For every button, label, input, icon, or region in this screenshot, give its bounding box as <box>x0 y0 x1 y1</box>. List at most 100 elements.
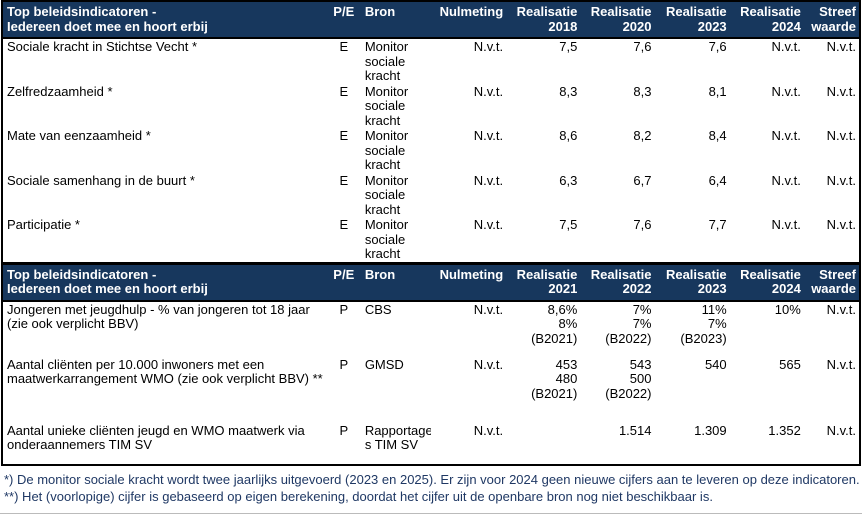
value-cell: 11% 7% (B2023) <box>680 301 727 346</box>
bron-cell: Monitor sociale kracht <box>364 39 409 83</box>
value-cell: 7,5 <box>559 39 578 54</box>
value-cell: 7,6 <box>708 39 727 54</box>
section-title: Top beleidsindicatoren - Iedereen doet m… <box>2 263 329 302</box>
value-cell: 8,3 <box>559 83 578 99</box>
column-header: Streef waarde <box>803 263 860 302</box>
value-cell: N.v.t. <box>473 301 504 317</box>
bron-cell: Monitor sociale kracht <box>364 217 409 261</box>
table-row: Participatie * E Monitor sociale kracht N.v… <box>2 217 860 263</box>
value-cell: N.v.t. <box>826 128 856 143</box>
pe-cell: E <box>339 217 349 232</box>
table-row: Mate van eenzaamheid * E Monitor sociale k… <box>2 128 860 173</box>
value-cell: 1.309 <box>694 422 727 438</box>
value-cell: N.v.t. <box>771 217 801 232</box>
value-cell: 8,2 <box>633 128 652 143</box>
value-cell: 7,6 <box>633 39 652 54</box>
footnote-2: **) Het (voorlopige) cijfer is gebaseerd… <box>4 489 713 504</box>
footnote-1: *) De monitor sociale kracht wordt twee … <box>4 471 860 487</box>
pe-cell: E <box>339 83 349 99</box>
footnotes: *) De monitor sociale kracht wordt twee … <box>4 471 862 506</box>
value-cell: N.v.t. <box>473 356 504 372</box>
value-cell: 565 <box>779 356 801 372</box>
value-cell: 6,4 <box>708 172 727 188</box>
pe-cell: P <box>339 356 349 372</box>
bron-cell: GMSD <box>364 356 404 372</box>
bron-cell: Monitor sociale kracht <box>364 128 409 172</box>
pe-cell: P <box>339 422 349 438</box>
pe-cell: P <box>339 301 349 317</box>
value-cell: N.v.t. <box>473 128 504 143</box>
pe-cell: E <box>339 172 349 188</box>
value-cell: 8,4 <box>708 128 727 143</box>
value-cell: N.v.t. <box>826 172 856 188</box>
value-cell: N.v.t. <box>826 301 856 317</box>
indicator-cell: Sociale samenhang in de buurt * <box>7 172 195 188</box>
value-cell: N.v.t. <box>771 172 801 188</box>
column-header: Bron <box>358 1 431 39</box>
indicator-cell: Jongeren met jeugdhulp - % van jongeren … <box>7 301 310 331</box>
value-cell: N.v.t. <box>473 217 504 232</box>
value-cell: N.v.t. <box>826 83 856 99</box>
value-cell: 6,3 <box>559 172 578 188</box>
column-header: Realisatie 2020 <box>580 1 655 39</box>
value-cell: N.v.t. <box>826 39 856 54</box>
column-header: Nulmeting <box>430 1 507 39</box>
value-cell: 1.352 <box>768 422 801 438</box>
value-cell: N.v.t. <box>473 83 504 99</box>
column-header: Realisatie 2018 <box>506 1 581 39</box>
value-cell: 453 480 (B2021) <box>531 356 578 401</box>
value-cell: N.v.t. <box>473 422 504 438</box>
value-cell: 8,1 <box>708 83 727 99</box>
value-cell: 1.514 <box>618 422 652 438</box>
value-cell: 7,6 <box>633 217 652 232</box>
value-cell: 7,7 <box>708 217 727 232</box>
value-cell: N.v.t. <box>771 128 801 143</box>
column-header: P/E <box>328 263 359 302</box>
table-row: Zelfredzaamheid * E Monitor sociale kracht… <box>2 84 860 129</box>
table-row: Sociale kracht in Stichtse Vecht * E Monit… <box>2 38 860 84</box>
table-row: Aantal unieke cliënten jeugd en WMO maat… <box>2 423 860 465</box>
header-row: Top beleidsindicatoren - Iedereen doet m… <box>2 1 860 39</box>
table-row: Sociale samenhang in de buurt * E Monitor … <box>2 173 860 218</box>
value-cell: N.v.t. <box>826 356 856 372</box>
column-header: P/E <box>328 1 359 39</box>
value-cell: 6,7 <box>633 172 652 188</box>
value-cell: N.v.t. <box>771 83 801 99</box>
table-row: Aantal cliënten per 10.000 inwoners met … <box>2 357 860 423</box>
indicator-table-section-1: Top beleidsindicatoren - Iedereen doet m… <box>1 0 861 264</box>
header-row: Top beleidsindicatoren - Iedereen doet m… <box>2 263 860 302</box>
value-cell: N.v.t. <box>826 422 856 438</box>
indicator-cell: Sociale kracht in Stichtse Vecht * <box>7 39 198 54</box>
column-header: Nulmeting <box>430 263 507 302</box>
value-cell: N.v.t. <box>473 172 504 188</box>
indicator-cell: Aantal unieke cliënten jeugd en WMO maat… <box>7 422 305 452</box>
value-cell: 8,6% 8% (B2021) <box>531 301 578 346</box>
indicator-cell: Participatie * <box>7 217 80 232</box>
value-cell: 543 500 (B2022) <box>605 356 652 401</box>
bron-cell: CBS <box>364 301 392 317</box>
value-cell: N.v.t. <box>473 39 504 54</box>
value-cell <box>506 423 580 465</box>
indicator-cell: Aantal cliënten per 10.000 inwoners met … <box>7 356 323 386</box>
value-cell: N.v.t. <box>826 217 856 232</box>
value-cell: 10% <box>774 301 801 317</box>
table-row: Jongeren met jeugdhulp - % van jongeren … <box>2 301 860 357</box>
column-header: Realisatie 2024 <box>729 263 804 302</box>
value-cell: 8,3 <box>633 83 652 99</box>
indicator-cell: Zelfredzaamheid * <box>7 83 113 99</box>
bottom-divider <box>0 512 862 514</box>
pe-cell: E <box>339 39 349 54</box>
value-cell: 8,6 <box>559 128 578 143</box>
bron-cell: Monitor sociale kracht <box>364 83 409 128</box>
column-header: Streef waarde <box>803 1 860 39</box>
section-title: Top beleidsindicatoren - Iedereen doet m… <box>2 1 329 39</box>
value-cell: N.v.t. <box>771 39 801 54</box>
bron-cell: Monitor sociale kracht <box>364 172 409 217</box>
value-cell: 7% 7% (B2022) <box>605 301 652 346</box>
column-header: Realisatie 2024 <box>729 1 804 39</box>
value-cell: 7,5 <box>559 217 578 232</box>
column-header: Realisatie 2023 <box>654 263 730 302</box>
column-header: Realisatie 2023 <box>654 1 730 39</box>
value-cell: 540 <box>704 356 727 372</box>
